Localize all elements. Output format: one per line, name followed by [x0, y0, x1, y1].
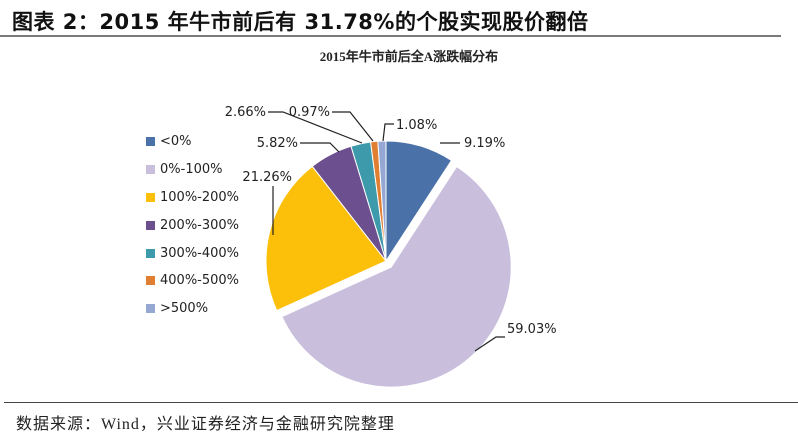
legend-label: 400%-500%: [160, 273, 240, 289]
chart-title-text: 2015年牛市前后全A涨跌幅分布: [319, 49, 499, 64]
source-note: 数据来源：Wind，兴业证券经济与金融研究院整理: [16, 416, 395, 433]
legend-item: 200%-300%: [146, 211, 239, 239]
leader-line: [332, 111, 374, 142]
legend-swatch-icon: [146, 137, 155, 147]
pie-leader-lines: [268, 111, 505, 352]
legend-swatch-icon: [146, 248, 155, 258]
chart-legend: <0% 0%-100% 100%-200% 200%-300% 300%-400% 400…: [146, 128, 239, 323]
legend-swatch-icon: [146, 220, 155, 230]
source-divider: [4, 402, 798, 403]
chart-title: 2015年牛市前后全A涨跌幅分布: [0, 46, 798, 65]
data-label: 1.08%: [396, 118, 437, 133]
legend-swatch-icon: [146, 165, 155, 175]
pie-slice-2: [265, 165, 387, 312]
legend-item: 100%-200%: [146, 184, 239, 212]
legend-label: <0%: [160, 134, 192, 150]
pie-slice-1: [281, 165, 512, 388]
legend-label: 100%-200%: [160, 189, 240, 205]
figure-title: 图表 2：2015 年牛市前后有 31.78%的个股实现股价翻倍: [12, 10, 589, 34]
legend-label: 0%-100%: [160, 162, 223, 178]
legend-label: 300%-400%: [160, 245, 240, 261]
legend-item: 300%-400%: [146, 239, 239, 267]
data-label: 9.19%: [464, 136, 505, 151]
leader-line: [474, 336, 505, 352]
leader-line: [382, 123, 394, 142]
legend-swatch-icon: [146, 276, 155, 286]
legend-item: <0%: [146, 128, 239, 156]
pie-data-labels: 9.19% 59.03% 21.26% 5.82% 2.66% 0.97% 1.08%: [225, 105, 557, 337]
legend-swatch-icon: [146, 192, 155, 202]
legend-label: >500%: [160, 301, 209, 317]
legend-item: >500%: [146, 295, 239, 323]
data-label: 59.03%: [507, 322, 557, 337]
data-label: 2.66%: [225, 105, 266, 120]
leader-line: [268, 111, 363, 144]
data-label: 0.97%: [289, 105, 330, 120]
pie-slice-6: [377, 140, 387, 262]
pie-slices: [265, 140, 512, 388]
legend-label: 200%-300%: [160, 217, 240, 233]
title-divider: [0, 35, 781, 37]
legend-item: 400%-500%: [146, 267, 239, 295]
leader-line: [300, 142, 340, 153]
data-label: 21.26%: [242, 170, 292, 185]
legend-swatch-icon: [146, 304, 155, 314]
legend-item: 0%-100%: [146, 156, 239, 184]
data-label: 5.82%: [257, 136, 298, 151]
